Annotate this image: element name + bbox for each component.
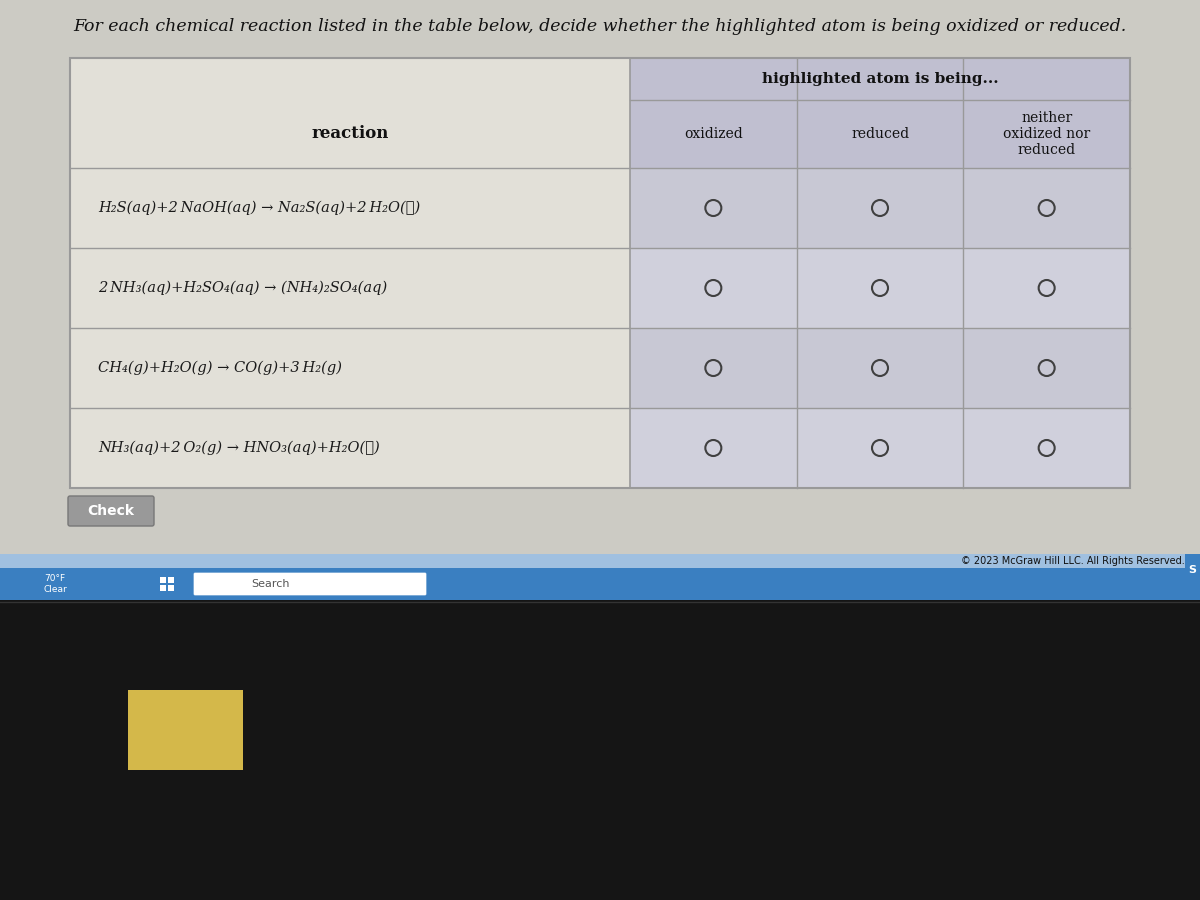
FancyBboxPatch shape (194, 573, 426, 595)
Text: NH₃(aq)+2 O₂(g) → HNO₃(aq)+H₂O(ℓ): NH₃(aq)+2 O₂(g) → HNO₃(aq)+H₂O(ℓ) (98, 441, 379, 455)
FancyBboxPatch shape (168, 577, 174, 583)
Text: Check: Check (88, 504, 134, 518)
Text: oxidized: oxidized (684, 127, 743, 141)
Text: © 2023 McGraw Hill LLC. All Rights Reserved.: © 2023 McGraw Hill LLC. All Rights Reser… (961, 556, 1186, 566)
Text: Search: Search (251, 579, 289, 589)
Text: highlighted atom is being...: highlighted atom is being... (762, 72, 998, 86)
Text: 70°F
Clear: 70°F Clear (43, 574, 67, 594)
FancyBboxPatch shape (630, 168, 1130, 248)
FancyBboxPatch shape (1186, 554, 1200, 586)
FancyBboxPatch shape (0, 554, 1200, 568)
FancyBboxPatch shape (68, 496, 154, 526)
Text: S: S (1188, 565, 1196, 575)
Text: reduced: reduced (851, 127, 910, 141)
Text: For each chemical reaction listed in the table below, decide whether the highlig: For each chemical reaction listed in the… (73, 18, 1127, 35)
Text: CH₄(g)+H₂O(g) → CO(g)+3 H₂(g): CH₄(g)+H₂O(g) → CO(g)+3 H₂(g) (98, 361, 342, 375)
FancyBboxPatch shape (0, 0, 1200, 600)
FancyBboxPatch shape (160, 585, 166, 591)
FancyBboxPatch shape (128, 690, 242, 770)
FancyBboxPatch shape (70, 58, 630, 488)
FancyBboxPatch shape (0, 568, 1200, 600)
FancyBboxPatch shape (0, 600, 1200, 900)
FancyBboxPatch shape (630, 58, 1130, 168)
Text: neither
oxidized nor
reduced: neither oxidized nor reduced (1003, 111, 1091, 158)
Text: H₂S(aq)+2 NaOH(aq) → Na₂S(aq)+2 H₂O(ℓ): H₂S(aq)+2 NaOH(aq) → Na₂S(aq)+2 H₂O(ℓ) (98, 201, 420, 215)
FancyBboxPatch shape (168, 585, 174, 591)
Text: reaction: reaction (311, 125, 389, 142)
FancyBboxPatch shape (630, 328, 1130, 408)
Text: 2 NH₃(aq)+H₂SO₄(aq) → (NH₄)₂SO₄(aq): 2 NH₃(aq)+H₂SO₄(aq) → (NH₄)₂SO₄(aq) (98, 281, 388, 295)
FancyBboxPatch shape (630, 248, 1130, 328)
FancyBboxPatch shape (160, 577, 166, 583)
FancyBboxPatch shape (630, 408, 1130, 488)
